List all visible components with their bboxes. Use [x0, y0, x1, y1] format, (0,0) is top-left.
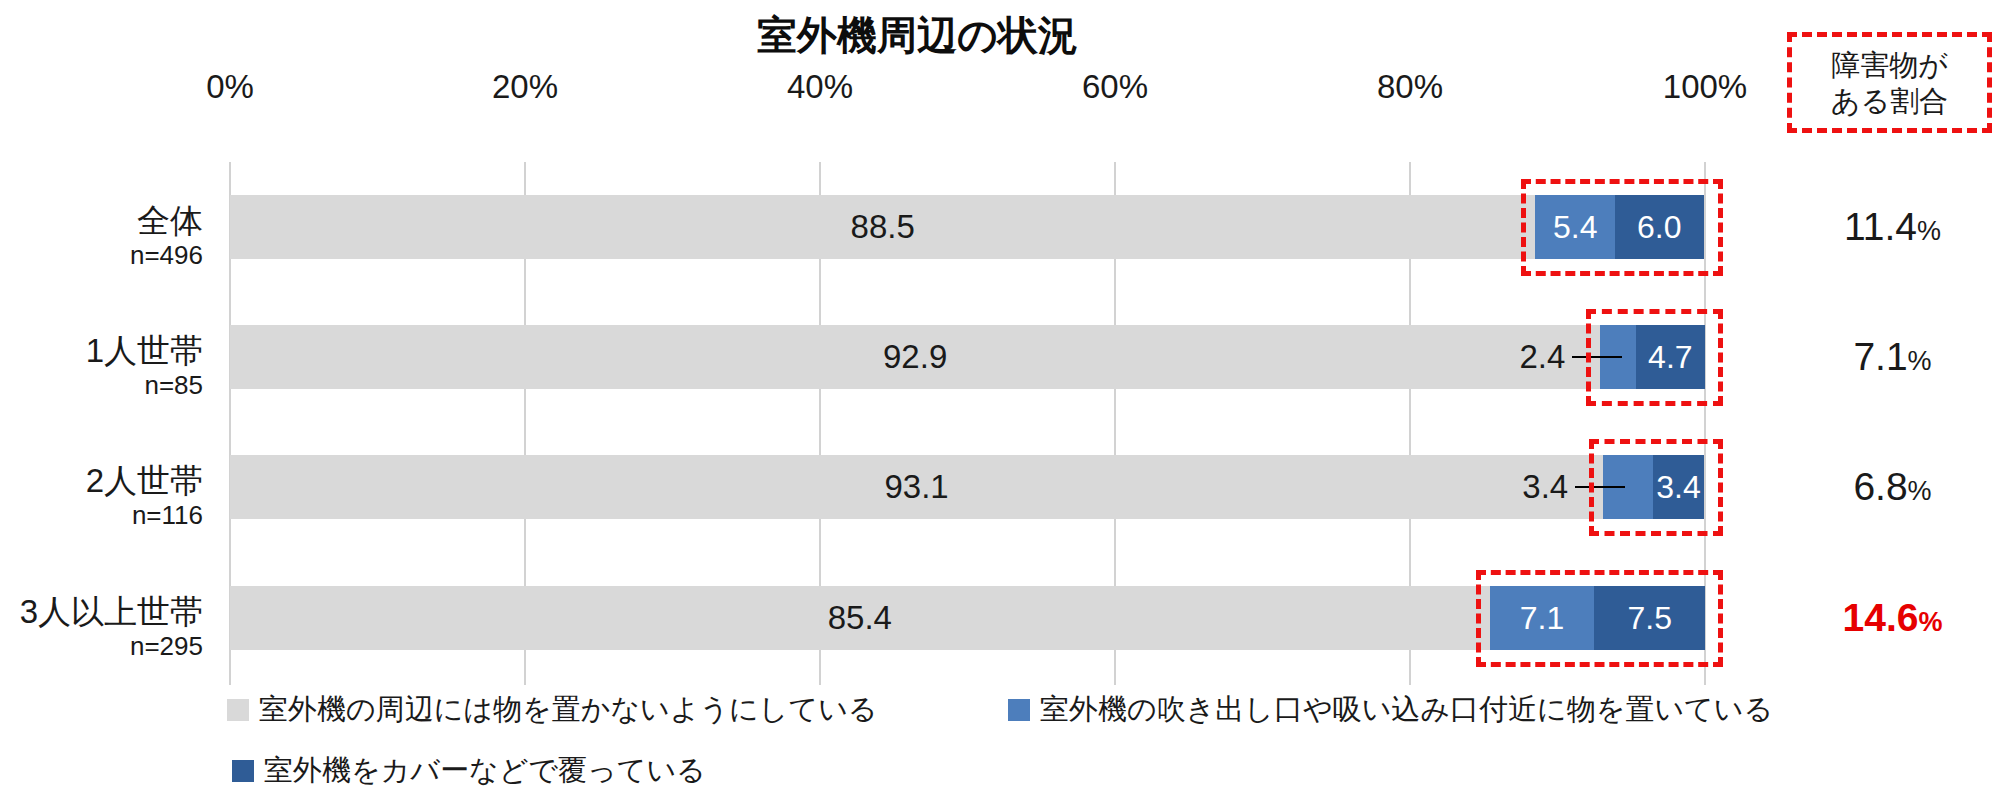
- rate-percent-sign: %: [1908, 476, 1932, 506]
- chart-title: 室外機周辺の状況: [130, 8, 1705, 63]
- legend-label: 室外機の周辺には物を置かないようにしている: [259, 690, 878, 730]
- legend-swatch-blue-dark: [232, 760, 254, 782]
- highlight-dashed-box: [1521, 179, 1723, 276]
- legend-swatch-blue-mid: [1008, 699, 1030, 721]
- x-axis-tick-20: 20%: [445, 68, 605, 106]
- legend-swatch-gray: [227, 699, 249, 721]
- legend-item-objects-near-vent: 室外機の吹き出し口や吸い込み口付近に物を置いている: [1008, 690, 1773, 730]
- value-label-gray: 93.1: [230, 455, 1603, 519]
- category-label: 3人以上世帯n=295: [20, 593, 203, 661]
- rate-number: 7.1: [1853, 335, 1907, 378]
- rate-percent-sign: %: [1917, 216, 1941, 246]
- legend-label: 室外機をカバーなどで覆っている: [264, 751, 706, 791]
- chart-canvas: 室外機周辺の状況 障害物が ある割合 0% 20% 40% 60% 80% 10…: [0, 0, 2000, 799]
- legend-item-no-objects: 室外機の周辺には物を置かないようにしている: [227, 690, 878, 730]
- legend-item-covered: 室外機をカバーなどで覆っている: [232, 751, 706, 791]
- category-label: 2人世帯n=116: [86, 462, 203, 530]
- rate-number: 6.8: [1853, 465, 1907, 508]
- highlight-dashed-box: [1476, 570, 1723, 667]
- category-n: n=295: [20, 631, 203, 661]
- obstacle-rate-value: 7.1%: [1790, 334, 1995, 384]
- category-name: 3人以上世帯: [20, 593, 203, 631]
- highlight-dashed-box: [1589, 439, 1723, 536]
- obstacle-rate-header-box: 障害物が ある割合: [1787, 32, 1992, 133]
- rate-number: 11.4: [1844, 205, 1917, 248]
- category-label: 1人世帯n=85: [86, 332, 203, 400]
- x-axis-tick-40: 40%: [740, 68, 900, 106]
- value-label-blue-mid-outside: 2.4: [1405, 337, 1565, 377]
- obstacle-rate-header-line1: 障害物が: [1831, 47, 1948, 83]
- category-name: 全体: [130, 202, 203, 240]
- value-label-gray: 85.4: [230, 586, 1490, 650]
- obstacle-rate-value: 6.8%: [1790, 464, 1995, 514]
- obstacle-rate-value: 11.4%: [1790, 204, 1995, 254]
- rate-percent-sign: %: [1918, 607, 1942, 637]
- legend-label: 室外機の吹き出し口や吸い込み口付近に物を置いている: [1040, 690, 1773, 730]
- category-name: 2人世帯: [86, 462, 203, 500]
- x-axis-tick-100: 100%: [1625, 68, 1785, 106]
- obstacle-rate-value: 14.6%: [1790, 595, 1995, 645]
- obstacle-rate-header-line2: ある割合: [1831, 83, 1948, 119]
- value-label-blue-mid-outside: 3.4: [1408, 467, 1568, 507]
- category-n: n=85: [86, 370, 203, 400]
- x-axis-tick-80: 80%: [1330, 68, 1490, 106]
- x-axis-tick-60: 60%: [1035, 68, 1195, 106]
- rate-percent-sign: %: [1908, 346, 1932, 376]
- category-n: n=116: [86, 500, 203, 530]
- value-label-gray: 88.5: [230, 195, 1535, 259]
- category-n: n=496: [130, 240, 203, 270]
- category-label: 全体n=496: [130, 202, 203, 270]
- value-label-gray: 92.9: [230, 325, 1600, 389]
- x-axis-tick-0: 0%: [150, 68, 310, 106]
- category-name: 1人世帯: [86, 332, 203, 370]
- highlight-dashed-box: [1586, 309, 1723, 406]
- rate-number: 14.6: [1843, 596, 1919, 639]
